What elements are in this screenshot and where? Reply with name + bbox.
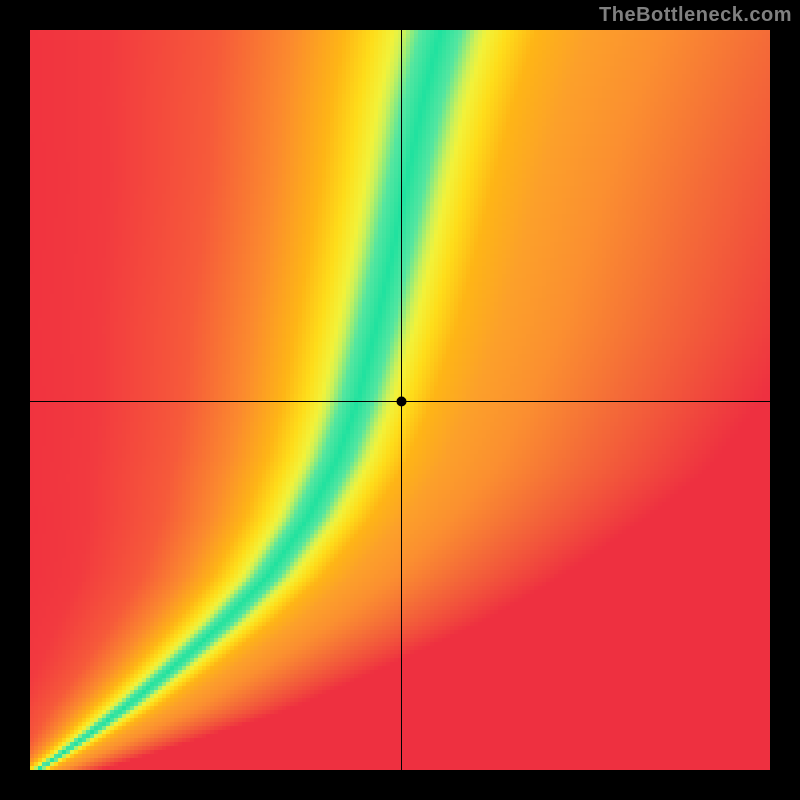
- frame: TheBottleneck.com: [0, 0, 800, 800]
- watermark-text: TheBottleneck.com: [599, 4, 792, 27]
- heatmap-plot: [30, 30, 770, 770]
- heatmap-canvas: [30, 30, 770, 770]
